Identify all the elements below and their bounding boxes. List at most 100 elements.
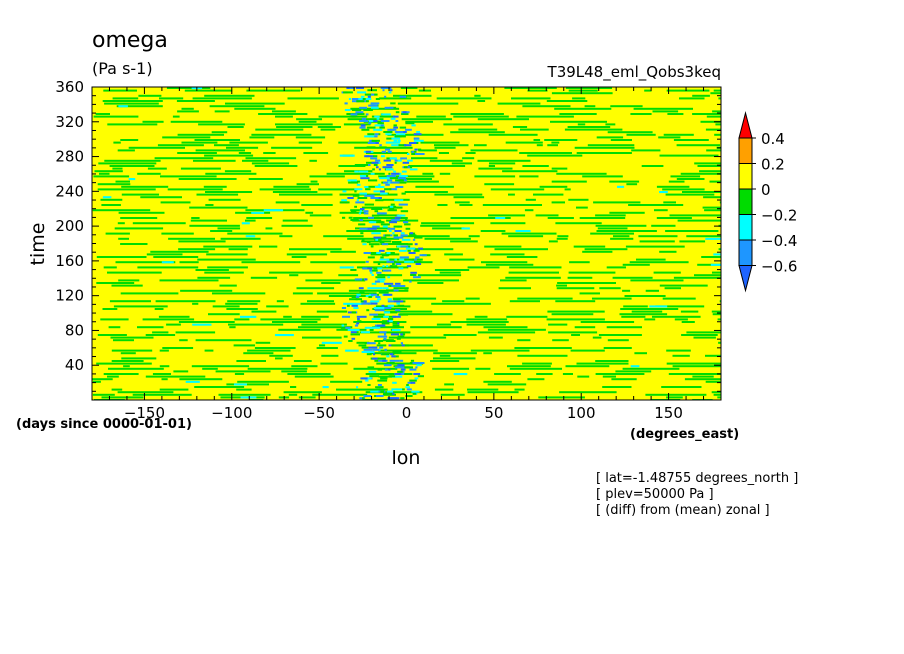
field-cell	[250, 276, 278, 279]
field-cell	[157, 144, 204, 147]
field-cell	[602, 375, 616, 378]
field-cell	[350, 329, 360, 331]
field-cell	[92, 209, 151, 212]
field-cell	[474, 315, 488, 318]
field-cell	[260, 318, 321, 321]
field-cell	[672, 354, 690, 357]
field-cell	[409, 166, 413, 169]
field-cell	[596, 136, 624, 139]
field-cell	[488, 133, 538, 136]
field-cell	[225, 102, 285, 105]
field-cell	[367, 287, 378, 290]
field-cell	[682, 191, 721, 193]
field-cell	[705, 237, 721, 240]
field-cell	[546, 318, 605, 321]
field-cell	[288, 393, 298, 396]
field-cell	[659, 191, 668, 194]
field-cell	[167, 188, 223, 191]
field-cell	[414, 258, 417, 261]
field-cell	[611, 378, 637, 381]
field-cell	[105, 232, 130, 235]
field-cell	[361, 128, 370, 131]
field-cell	[402, 235, 450, 238]
field-cell	[372, 168, 375, 171]
field-cell	[439, 172, 451, 175]
field-cell	[368, 370, 377, 373]
field-cell	[189, 206, 248, 209]
field-cell	[355, 298, 362, 301]
field-cell	[287, 97, 339, 100]
field-cell	[360, 232, 364, 235]
field-cell	[190, 219, 227, 222]
field-cell	[373, 267, 378, 270]
field-cell	[348, 98, 351, 100]
field-cell	[354, 324, 359, 327]
field-cell	[92, 380, 101, 383]
field-cell	[466, 318, 508, 321]
field-cell	[667, 113, 684, 115]
field-cell	[514, 388, 525, 391]
field-cell	[644, 318, 656, 321]
field-cell	[102, 100, 163, 102]
field-cell	[454, 201, 470, 204]
field-cell	[596, 230, 657, 232]
field-cell	[609, 180, 640, 183]
field-cell	[694, 162, 721, 165]
field-cell	[593, 201, 641, 204]
field-cell	[351, 304, 358, 307]
field-cell	[384, 95, 387, 98]
field-cell	[466, 323, 506, 326]
field-cell	[113, 141, 121, 144]
field-cell	[109, 165, 155, 167]
field-cell	[397, 364, 405, 367]
field-cell	[399, 95, 407, 98]
field-cell	[380, 377, 388, 380]
field-cell	[374, 267, 383, 270]
field-cell	[96, 256, 147, 258]
field-cell	[546, 100, 588, 102]
field-cell	[146, 253, 183, 256]
field-cell	[387, 181, 391, 184]
field-cell	[100, 318, 129, 321]
field-cell	[205, 204, 214, 206]
field-cell	[645, 393, 707, 396]
field-cell	[394, 230, 402, 232]
field-cell	[282, 219, 308, 222]
field-cell	[415, 263, 422, 265]
field-cell	[245, 157, 297, 160]
field-cell	[301, 315, 329, 318]
field-cell	[386, 260, 394, 263]
field-cell	[697, 263, 721, 266]
field-cell	[343, 335, 348, 338]
field-cell	[525, 198, 536, 201]
field-cell	[595, 373, 645, 375]
field-cell	[317, 292, 377, 295]
field-cell	[180, 167, 221, 170]
field-cell	[376, 357, 386, 360]
field-cell	[630, 113, 652, 115]
note-diff: [ (diff) from (mean) zonal ]	[596, 503, 770, 518]
field-cell	[195, 269, 229, 271]
field-cell	[356, 341, 369, 344]
field-cell	[362, 243, 367, 246]
field-cell	[398, 181, 407, 184]
field-cell	[699, 170, 721, 173]
field-cell	[218, 393, 271, 396]
field-cell	[376, 166, 379, 169]
field-cell	[391, 329, 401, 331]
field-cell	[195, 149, 245, 152]
field-cell	[405, 122, 415, 125]
field-cell	[211, 131, 228, 134]
field-cell	[350, 331, 357, 334]
field-cell	[422, 172, 434, 175]
field-cell	[512, 126, 528, 128]
field-cell	[97, 188, 156, 191]
field-cell	[419, 254, 427, 257]
field-cell	[271, 146, 313, 149]
field-cell	[269, 271, 323, 274]
field-cell	[108, 367, 164, 370]
field-cell	[364, 203, 374, 206]
field-cell	[374, 340, 384, 342]
field-cell	[364, 155, 374, 158]
field-cell	[636, 258, 666, 261]
